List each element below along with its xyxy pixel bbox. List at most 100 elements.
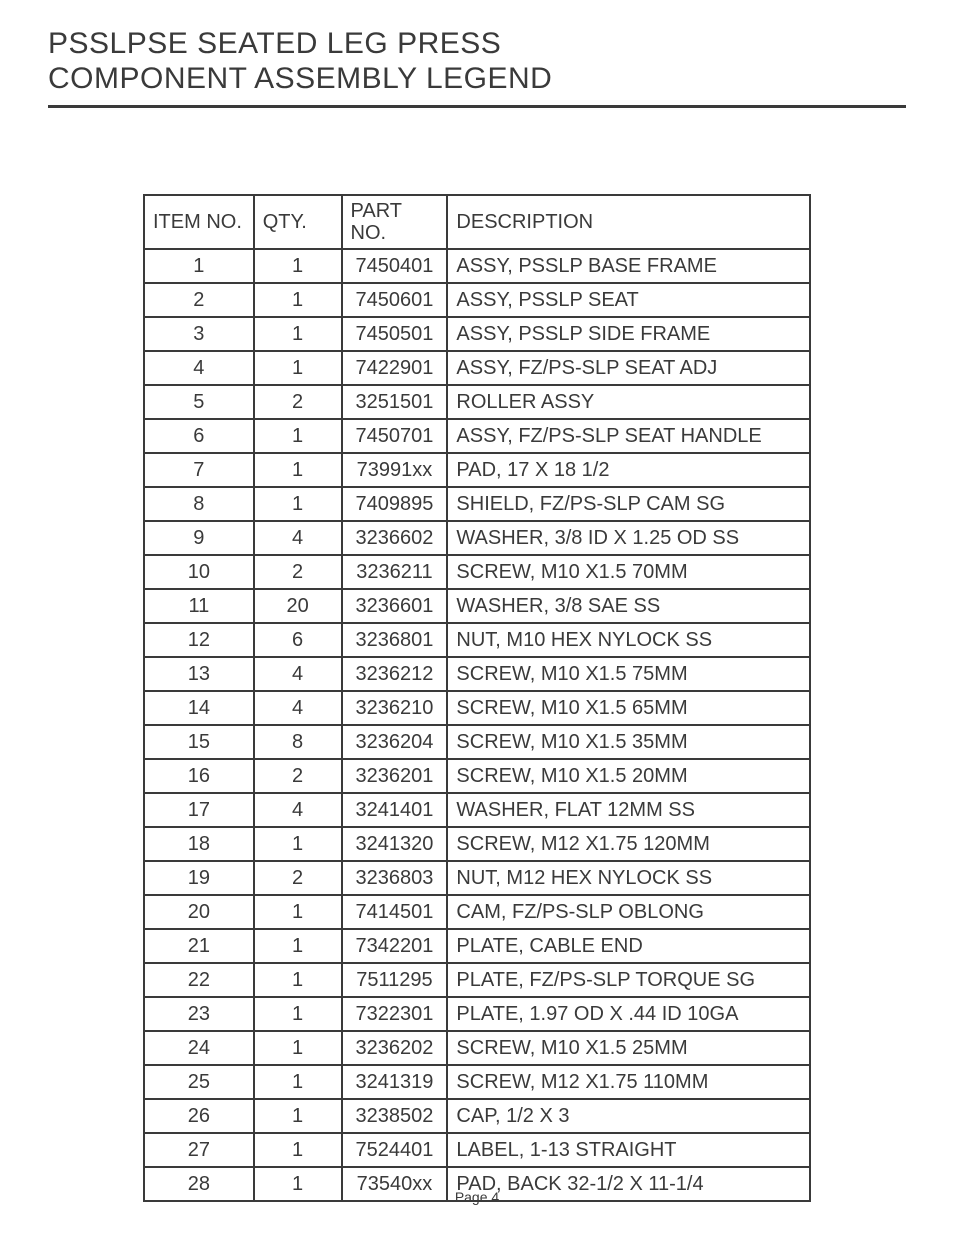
table-row: 617450701ASSY, FZ/PS-SLP SEAT HANDLE bbox=[144, 419, 810, 453]
cell-item-no: 27 bbox=[144, 1133, 254, 1167]
cell-part-no: 3236801 bbox=[342, 623, 448, 657]
cell-part-no: 7450501 bbox=[342, 317, 448, 351]
col-header-qty: QTY. bbox=[254, 195, 342, 249]
cell-qty: 4 bbox=[254, 657, 342, 691]
cell-part-no: 7342201 bbox=[342, 929, 448, 963]
cell-part-no: 7511295 bbox=[342, 963, 448, 997]
cell-qty: 2 bbox=[254, 385, 342, 419]
cell-description: LABEL, 1-13 STRAIGHT bbox=[447, 1133, 810, 1167]
cell-part-no: 3236602 bbox=[342, 521, 448, 555]
page-footer: Page 4 bbox=[0, 1189, 954, 1205]
cell-part-no: 7450401 bbox=[342, 249, 448, 283]
cell-part-no: 73991xx bbox=[342, 453, 448, 487]
cell-qty: 1 bbox=[254, 453, 342, 487]
cell-item-no: 18 bbox=[144, 827, 254, 861]
cell-part-no: 3236204 bbox=[342, 725, 448, 759]
cell-description: SCREW, M10 X1.5 20MM bbox=[447, 759, 810, 793]
cell-item-no: 13 bbox=[144, 657, 254, 691]
cell-description: PLATE, FZ/PS-SLP TORQUE SG bbox=[447, 963, 810, 997]
cell-item-no: 16 bbox=[144, 759, 254, 793]
col-header-item-no: ITEM NO. bbox=[144, 195, 254, 249]
table-row: 2717524401LABEL, 1-13 STRAIGHT bbox=[144, 1133, 810, 1167]
cell-qty: 4 bbox=[254, 793, 342, 827]
table-row: 2117342201PLATE, CABLE END bbox=[144, 929, 810, 963]
table-row: 2413236202SCREW, M10 X1.5 25MM bbox=[144, 1031, 810, 1065]
cell-description: ASSY, FZ/PS-SLP SEAT HANDLE bbox=[447, 419, 810, 453]
cell-description: WASHER, 3/8 ID X 1.25 OD SS bbox=[447, 521, 810, 555]
cell-item-no: 15 bbox=[144, 725, 254, 759]
table-row: 1813241320SCREW, M12 X1.75 120MM bbox=[144, 827, 810, 861]
cell-part-no: 3251501 bbox=[342, 385, 448, 419]
cell-qty: 1 bbox=[254, 419, 342, 453]
parts-table: ITEM NO. QTY. PART NO. DESCRIPTION 11745… bbox=[143, 194, 811, 1202]
table-row: 1623236201SCREW, M10 X1.5 20MM bbox=[144, 759, 810, 793]
cell-qty: 1 bbox=[254, 1099, 342, 1133]
table-row: 1743241401WASHER, FLAT 12MM SS bbox=[144, 793, 810, 827]
cell-item-no: 12 bbox=[144, 623, 254, 657]
cell-part-no: 7450701 bbox=[342, 419, 448, 453]
cell-description: WASHER, 3/8 SAE SS bbox=[447, 589, 810, 623]
table-row: 317450501ASSY, PSSLP SIDE FRAME bbox=[144, 317, 810, 351]
cell-qty: 1 bbox=[254, 1133, 342, 1167]
cell-item-no: 9 bbox=[144, 521, 254, 555]
cell-part-no: 3236212 bbox=[342, 657, 448, 691]
col-header-part-no: PART NO. bbox=[342, 195, 448, 249]
table-row: 2317322301PLATE, 1.97 OD X .44 ID 10GA bbox=[144, 997, 810, 1031]
cell-part-no: 7422901 bbox=[342, 351, 448, 385]
table-row: 2217511295PLATE, FZ/PS-SLP TORQUE SG bbox=[144, 963, 810, 997]
cell-part-no: 7322301 bbox=[342, 997, 448, 1031]
cell-part-no: 3236211 bbox=[342, 555, 448, 589]
table-row: 217450601ASSY, PSSLP SEAT bbox=[144, 283, 810, 317]
cell-item-no: 4 bbox=[144, 351, 254, 385]
cell-description: ASSY, PSSLP SIDE FRAME bbox=[447, 317, 810, 351]
table-row: 2017414501CAM, FZ/PS-SLP OBLONG bbox=[144, 895, 810, 929]
cell-item-no: 24 bbox=[144, 1031, 254, 1065]
cell-qty: 1 bbox=[254, 283, 342, 317]
cell-part-no: 7409895 bbox=[342, 487, 448, 521]
cell-part-no: 3236601 bbox=[342, 589, 448, 623]
cell-item-no: 5 bbox=[144, 385, 254, 419]
cell-description: SCREW, M10 X1.5 25MM bbox=[447, 1031, 810, 1065]
cell-item-no: 20 bbox=[144, 895, 254, 929]
title-line-1: PSSLPSE SEATED LEG PRESS bbox=[48, 26, 906, 61]
cell-part-no: 3241401 bbox=[342, 793, 448, 827]
cell-item-no: 26 bbox=[144, 1099, 254, 1133]
cell-qty: 1 bbox=[254, 249, 342, 283]
cell-description: WASHER, FLAT 12MM SS bbox=[447, 793, 810, 827]
cell-description: ASSY, FZ/PS-SLP SEAT ADJ bbox=[447, 351, 810, 385]
cell-description: SCREW, M12 X1.75 120MM bbox=[447, 827, 810, 861]
table-row: 1343236212SCREW, M10 X1.5 75MM bbox=[144, 657, 810, 691]
cell-item-no: 3 bbox=[144, 317, 254, 351]
cell-qty: 8 bbox=[254, 725, 342, 759]
cell-part-no: 3236202 bbox=[342, 1031, 448, 1065]
cell-description: PLATE, 1.97 OD X .44 ID 10GA bbox=[447, 997, 810, 1031]
cell-item-no: 2 bbox=[144, 283, 254, 317]
cell-description: SCREW, M10 X1.5 70MM bbox=[447, 555, 810, 589]
cell-part-no: 3241320 bbox=[342, 827, 448, 861]
cell-qty: 4 bbox=[254, 691, 342, 725]
table-wrap: ITEM NO. QTY. PART NO. DESCRIPTION 11745… bbox=[48, 194, 906, 1202]
cell-qty: 1 bbox=[254, 963, 342, 997]
table-row: 817409895SHIELD, FZ/PS-SLP CAM SG bbox=[144, 487, 810, 521]
cell-description: CAM, FZ/PS-SLP OBLONG bbox=[447, 895, 810, 929]
cell-qty: 1 bbox=[254, 827, 342, 861]
cell-description: CAP, 1/2 X 3 bbox=[447, 1099, 810, 1133]
cell-qty: 1 bbox=[254, 317, 342, 351]
cell-part-no: 7414501 bbox=[342, 895, 448, 929]
cell-item-no: 10 bbox=[144, 555, 254, 589]
table-row: 2513241319SCREW, M12 X1.75 110MM bbox=[144, 1065, 810, 1099]
cell-qty: 1 bbox=[254, 895, 342, 929]
title-line-2: COMPONENT ASSEMBLY LEGEND bbox=[48, 61, 906, 96]
table-row: 1583236204SCREW, M10 X1.5 35MM bbox=[144, 725, 810, 759]
cell-part-no: 3236201 bbox=[342, 759, 448, 793]
cell-description: SHIELD, FZ/PS-SLP CAM SG bbox=[447, 487, 810, 521]
cell-item-no: 17 bbox=[144, 793, 254, 827]
col-header-description: DESCRIPTION bbox=[447, 195, 810, 249]
cell-qty: 1 bbox=[254, 997, 342, 1031]
table-header-row: ITEM NO. QTY. PART NO. DESCRIPTION bbox=[144, 195, 810, 249]
cell-part-no: 3238502 bbox=[342, 1099, 448, 1133]
cell-part-no: 7450601 bbox=[342, 283, 448, 317]
table-row: 117450401ASSY, PSSLP BASE FRAME bbox=[144, 249, 810, 283]
cell-description: SCREW, M12 X1.75 110MM bbox=[447, 1065, 810, 1099]
cell-item-no: 25 bbox=[144, 1065, 254, 1099]
